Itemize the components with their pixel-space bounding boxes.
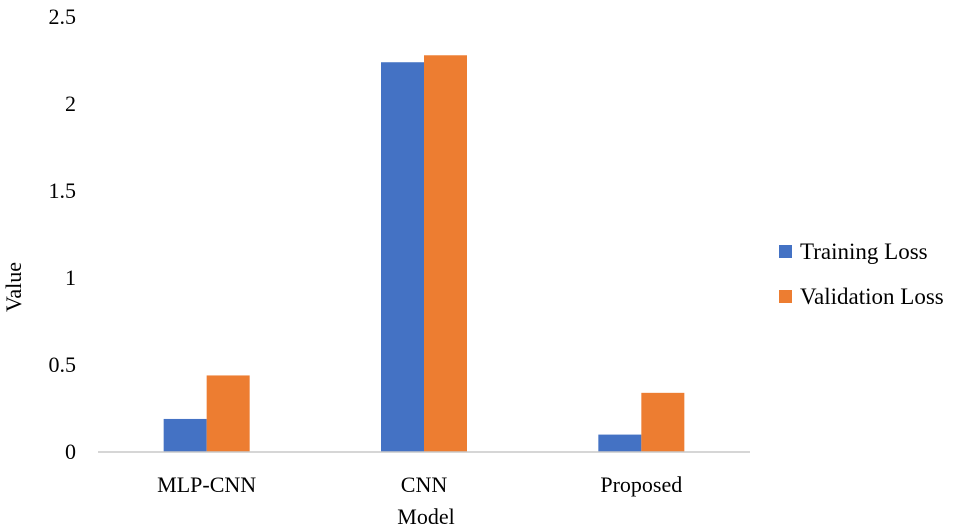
legend-label-training-loss: Training Loss bbox=[800, 238, 928, 264]
legend-label-validation-loss: Validation Loss bbox=[800, 283, 944, 309]
y-axis-label: Value bbox=[1, 262, 26, 312]
y-tick-label: 2 bbox=[65, 91, 76, 116]
x-axis-ticks: MLP-CNN CNN Proposed bbox=[157, 472, 682, 497]
bar-training-loss-cnn bbox=[381, 62, 424, 453]
x-axis-label: Model bbox=[397, 504, 454, 529]
legend-swatch-training-loss bbox=[779, 245, 792, 258]
bar-validation-loss-proposed bbox=[641, 392, 685, 452]
y-tick-label: 2.5 bbox=[49, 4, 77, 29]
y-tick-label: 1 bbox=[65, 265, 76, 290]
y-axis-ticks: 0 0.5 1 1.5 2 2.5 bbox=[49, 4, 77, 464]
legend-item-validation-loss: Validation Loss bbox=[779, 283, 944, 310]
bars bbox=[163, 55, 685, 453]
x-tick-label: CNN bbox=[401, 472, 448, 497]
y-tick-label: 0 bbox=[65, 439, 76, 464]
legend-swatch-validation-loss bbox=[779, 290, 792, 303]
bar-training-loss-proposed bbox=[598, 434, 642, 452]
bar-training-loss-mlp-cnn bbox=[163, 418, 207, 452]
y-tick-label: 1.5 bbox=[49, 178, 77, 203]
legend-item-training-loss: Training Loss bbox=[779, 238, 944, 265]
bar-validation-loss-cnn bbox=[424, 55, 467, 452]
x-tick-label: MLP-CNN bbox=[157, 472, 256, 497]
bar-validation-loss-mlp-cnn bbox=[206, 375, 250, 452]
y-tick-label: 0.5 bbox=[49, 352, 77, 377]
x-tick-label: Proposed bbox=[600, 472, 682, 497]
legend: Training Loss Validation Loss bbox=[779, 238, 944, 328]
